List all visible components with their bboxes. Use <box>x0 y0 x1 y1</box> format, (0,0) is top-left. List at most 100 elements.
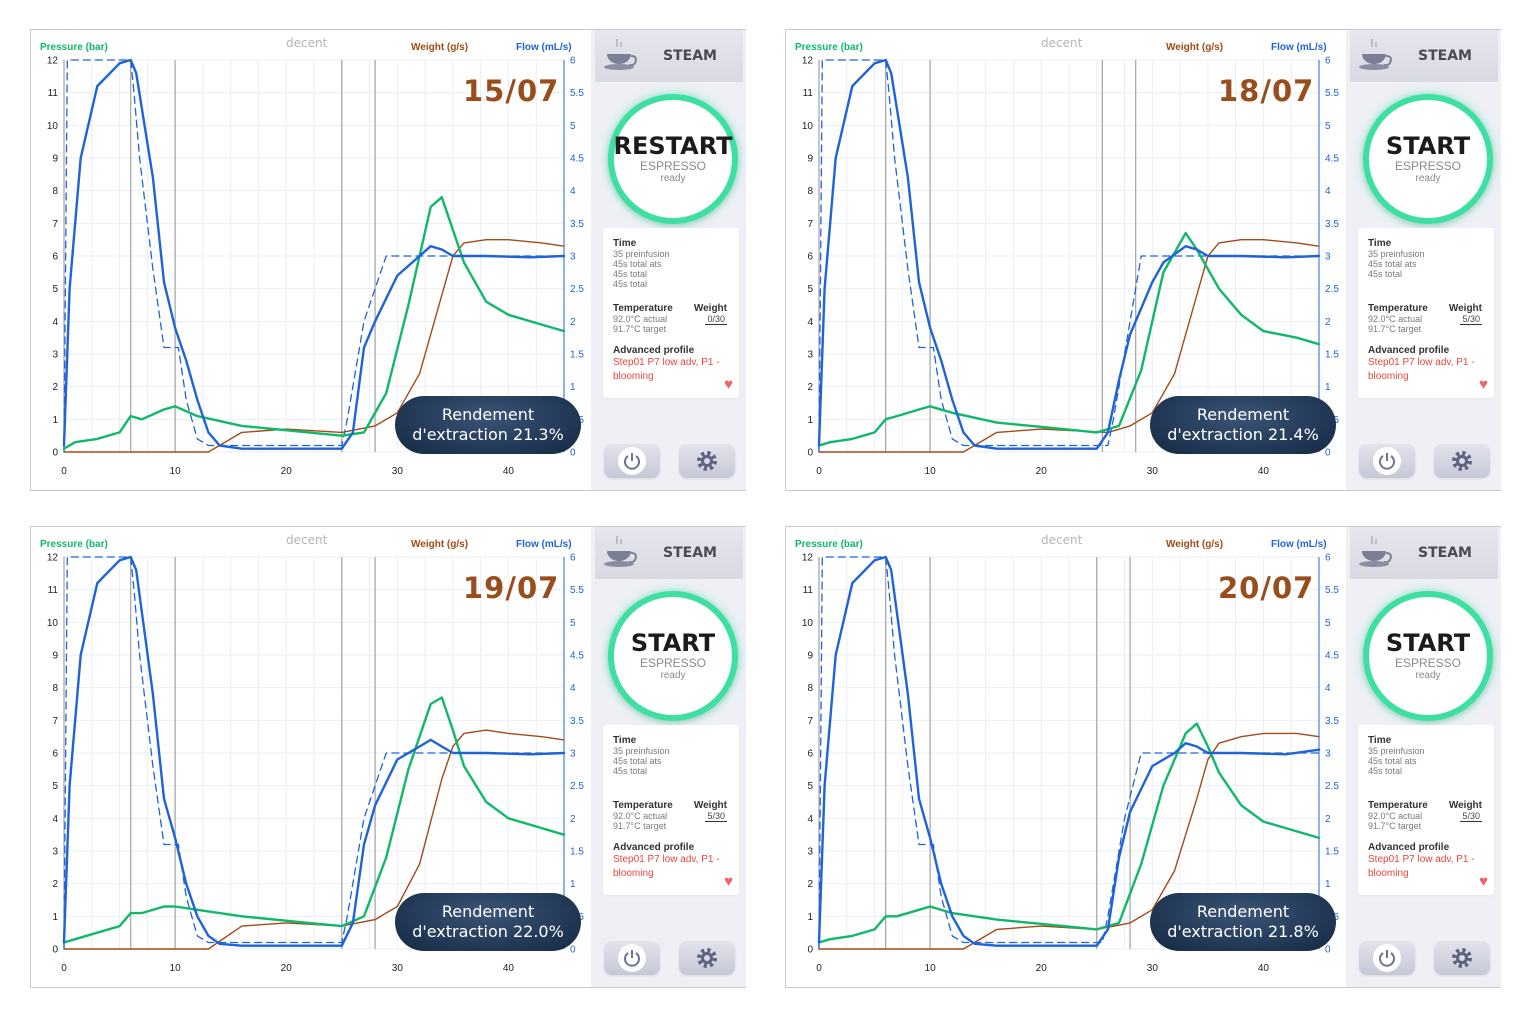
profile-name[interactable]: Step01 P7 low adv, P1 - <box>1368 854 1475 865</box>
pressure-tick-label: 6 <box>807 749 813 760</box>
profile-name[interactable]: blooming <box>1368 371 1409 382</box>
shot-panel-4: 012345678910111200.511.522.533.544.555.5… <box>785 526 1501 988</box>
time-tick-label: 30 <box>1147 963 1159 974</box>
pressure-tick-label: 1 <box>807 415 813 426</box>
pressure-tick-label: 12 <box>802 56 814 67</box>
profile-name[interactable]: Step01 P7 low adv, P1 - <box>613 854 720 865</box>
temperature-heading: Temperature <box>1368 303 1428 314</box>
flow-series <box>62 58 566 450</box>
pressure-tick-label: 6 <box>52 749 58 760</box>
profile-heading: Advanced profile <box>613 842 695 853</box>
settings-button[interactable] <box>679 444 735 478</box>
profile-name[interactable]: blooming <box>613 868 654 879</box>
weight-value: 5/30 <box>1460 811 1482 822</box>
pressure-tick-label: 2 <box>52 382 58 393</box>
start-button[interactable]: START ESPRESSO ready <box>1363 94 1493 224</box>
profile-name[interactable]: blooming <box>1368 868 1409 879</box>
pressure-tick-label: 7 <box>52 219 58 230</box>
heart-icon[interactable]: ♥ <box>1479 376 1488 393</box>
start-status: ready <box>1415 173 1441 184</box>
pressure-tick-label: 2 <box>52 879 58 890</box>
weight-series <box>818 239 1320 453</box>
flow-tick-label: 6 <box>1325 553 1331 564</box>
flow-tick-label: 2.5 <box>570 284 584 295</box>
profile-name[interactable]: blooming <box>613 371 654 382</box>
heart-icon[interactable]: ♥ <box>724 873 733 890</box>
start-button[interactable]: START ESPRESSO ready <box>608 591 738 721</box>
steam-button[interactable]: STEAM <box>1350 527 1498 579</box>
pressure-series <box>817 231 1321 447</box>
extraction-badge-line2: d'extraction 21.3% <box>412 425 564 444</box>
flow-series <box>817 58 1321 450</box>
flow-tick-label: 3 <box>570 749 576 760</box>
steam-button[interactable]: STEAM <box>595 527 743 579</box>
pressure-tick-label: 4 <box>52 317 58 328</box>
shot-chart: 012345678910111200.511.522.533.544.555.5… <box>40 42 584 477</box>
cup-icon <box>1359 39 1392 70</box>
flow-tick-label: 2 <box>570 317 576 328</box>
flow-series <box>817 555 1321 947</box>
settings-button[interactable] <box>679 941 735 975</box>
flow-series <box>62 555 566 947</box>
flow-tick-label: 3.5 <box>1325 716 1339 727</box>
time-tick-label: 10 <box>925 466 937 477</box>
settings-button[interactable] <box>1434 444 1490 478</box>
flow-tick-label: 4.5 <box>1325 651 1339 662</box>
extraction-badge: Rendement d'extraction 21.3% <box>395 396 581 454</box>
profile-name[interactable]: Step01 P7 low adv, P1 - <box>613 357 720 368</box>
pressure-tick-label: 7 <box>807 716 813 727</box>
shot-panel-1: 012345678910111200.511.522.533.544.555.5… <box>30 29 746 491</box>
flow-tick-label: 2 <box>1325 814 1331 825</box>
control-sidebar: STEAM START ESPRESSO ready Time 35 prein… <box>1346 30 1501 490</box>
profile-name[interactable]: Step01 P7 low adv, P1 - <box>1368 357 1475 368</box>
time-tick-label: 0 <box>816 963 822 974</box>
pressure-axis-title: Pressure (bar) <box>795 539 863 550</box>
heart-icon[interactable]: ♥ <box>724 376 733 393</box>
shot-info-card: Time 35 preinfusion 45s total ats 45s to… <box>1358 725 1494 895</box>
power-button[interactable] <box>604 941 660 975</box>
cup-icon <box>1359 536 1392 567</box>
heart-icon[interactable]: ♥ <box>1479 873 1488 890</box>
steam-label: STEAM <box>1418 545 1472 561</box>
power-button[interactable] <box>604 444 660 478</box>
flow-tick-label: 0 <box>1325 448 1331 459</box>
shot-panel-3: 012345678910111200.511.522.533.544.555.5… <box>30 526 746 988</box>
flow-axis-title: Flow (mL/s) <box>1271 42 1327 53</box>
time-tick-label: 10 <box>925 963 937 974</box>
flow-tick-label: 4.5 <box>570 651 584 662</box>
temperature-heading: Temperature <box>613 800 673 811</box>
time-line: 45s total <box>1368 269 1403 279</box>
flow-tick-label: 6 <box>570 553 576 564</box>
extraction-badge-line2: d'extraction 22.0% <box>412 922 564 941</box>
flow-tick-label: 1 <box>570 382 576 393</box>
extraction-badge-line1: Rendement <box>441 405 535 424</box>
shot-date: 18/07 <box>1218 74 1315 108</box>
time-line: 45s total <box>613 269 648 279</box>
start-button[interactable]: RESTART ESPRESSO ready <box>608 94 738 224</box>
flow-axis-title: Flow (mL/s) <box>516 42 572 53</box>
shot-chart: 012345678910111200.511.522.533.544.555.5… <box>795 539 1339 974</box>
flow-tick-label: 3 <box>1325 252 1331 263</box>
flow-target-series <box>818 556 1320 950</box>
start-sublabel: ESPRESSO <box>1394 159 1462 173</box>
time-line: 45s total ats <box>1368 756 1417 766</box>
pressure-tick-label: 3 <box>52 350 58 361</box>
start-button[interactable]: START ESPRESSO ready <box>1363 591 1493 721</box>
steam-button[interactable]: STEAM <box>1350 30 1498 82</box>
steam-label: STEAM <box>663 48 717 64</box>
flow-tick-label: 1.5 <box>570 847 584 858</box>
steam-button[interactable]: STEAM <box>595 30 743 82</box>
flow-tick-label: 2.5 <box>1325 781 1339 792</box>
pressure-tick-label: 0 <box>807 448 813 459</box>
pressure-tick-label: 8 <box>807 683 813 694</box>
weight-value: 0/30 <box>705 314 727 325</box>
power-icon <box>1379 453 1395 470</box>
start-label: RESTART <box>613 132 733 160</box>
settings-button[interactable] <box>1434 941 1490 975</box>
flow-tick-label: 1 <box>570 879 576 890</box>
pressure-tick-label: 9 <box>52 154 58 165</box>
time-tick-label: 40 <box>1258 963 1270 974</box>
start-status: ready <box>660 173 686 184</box>
power-button[interactable] <box>1359 444 1415 478</box>
power-button[interactable] <box>1359 941 1415 975</box>
